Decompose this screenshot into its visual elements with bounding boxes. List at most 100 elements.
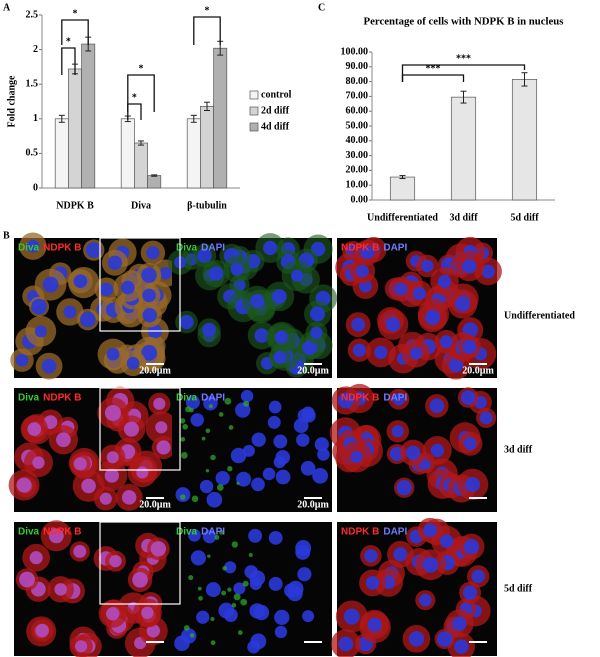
nucleus <box>268 530 283 545</box>
nucleus <box>274 625 288 639</box>
nucleus <box>19 571 35 588</box>
nucleus <box>424 310 441 326</box>
green-signal <box>191 495 199 503</box>
bar <box>200 105 214 189</box>
significance-bracket <box>401 64 526 82</box>
y-tick-label: 0.00 <box>351 194 369 205</box>
nucleus <box>16 477 32 493</box>
nucleus <box>352 343 366 357</box>
bar <box>389 176 416 201</box>
legend-label: 4d diff <box>261 121 290 132</box>
nucleus <box>391 425 404 438</box>
channel-label: DAPI <box>383 243 407 254</box>
significance-label: *** <box>456 53 471 64</box>
nucleus <box>437 274 452 289</box>
nucleus <box>413 287 427 301</box>
nucleus <box>343 608 360 625</box>
nucleus <box>463 538 480 555</box>
bar <box>134 142 148 189</box>
nucleus <box>419 593 432 607</box>
nucleus <box>350 450 363 463</box>
channel-label: Diva <box>176 393 198 404</box>
nucleus <box>250 293 265 309</box>
y-tick-label: 2 <box>33 44 38 55</box>
legend-label: 2d diff <box>261 105 290 116</box>
nucleus <box>75 640 88 653</box>
nucleus <box>337 392 354 409</box>
nucleus <box>29 551 43 565</box>
green-signal <box>185 406 192 413</box>
y-tick-label: 0.5 <box>26 148 39 159</box>
nucleus <box>430 443 445 458</box>
green-signal <box>218 412 224 417</box>
nucleus <box>31 298 47 315</box>
nucleus <box>273 434 288 449</box>
green-signal <box>180 436 186 442</box>
nucleus <box>159 266 172 280</box>
green-signal <box>183 625 190 631</box>
nucleus <box>465 476 481 492</box>
nucleus <box>272 289 287 304</box>
green-signal <box>210 616 215 622</box>
nucleus <box>248 528 263 543</box>
channel-label: DAPI <box>201 393 225 404</box>
y-tick-label: 30.00 <box>346 150 369 161</box>
nucleus <box>206 491 223 508</box>
y-tick-label: 100.00 <box>341 46 369 57</box>
nucleus <box>463 437 477 451</box>
bar <box>186 118 201 189</box>
nucleus <box>423 523 437 538</box>
nucleus <box>273 350 287 364</box>
nucleus <box>233 582 246 595</box>
significance-label: * <box>132 92 137 103</box>
y-tick-label: 0 <box>33 182 38 193</box>
nucleus <box>460 390 476 405</box>
nucleus <box>123 421 139 437</box>
nucleus <box>263 240 278 256</box>
nucleus <box>35 623 49 638</box>
nucleus <box>146 624 160 638</box>
bar <box>120 118 135 189</box>
legend-swatch <box>249 90 259 100</box>
green-signal <box>205 428 211 434</box>
nucleus <box>196 610 210 624</box>
nucleus <box>420 259 434 273</box>
nucleus <box>314 437 329 452</box>
panel-label: C <box>318 2 325 13</box>
channel-label: NDPK B <box>341 243 379 254</box>
nucleus <box>230 447 247 464</box>
nucleus <box>104 404 121 421</box>
legend-swatch <box>249 122 259 132</box>
nucleus <box>132 571 148 588</box>
nucleus <box>150 541 167 557</box>
nucleus <box>273 456 286 469</box>
nucleus <box>188 528 201 542</box>
nucleus <box>155 421 168 434</box>
nucleus <box>85 242 102 258</box>
nucleus <box>244 565 258 579</box>
nucleus <box>181 628 197 644</box>
x-tick-label: Undifferentiated <box>367 212 438 223</box>
nucleus <box>454 639 469 654</box>
nucleus <box>146 246 160 260</box>
green-signal <box>207 554 211 558</box>
green-signal <box>219 529 224 535</box>
nucleus <box>274 330 288 344</box>
nucleus <box>462 258 477 274</box>
green-signal <box>208 404 213 409</box>
nucleus <box>208 266 224 281</box>
significance-label: * <box>139 63 144 74</box>
green-signal <box>221 590 227 596</box>
nucleus <box>251 432 266 447</box>
nucleus <box>185 395 200 410</box>
significance-label: *** <box>426 63 441 74</box>
green-signal <box>205 469 210 473</box>
nucleus <box>297 567 312 582</box>
nucleus <box>120 280 135 295</box>
nucleus <box>317 448 330 461</box>
nucleus <box>439 335 453 349</box>
green-signal <box>236 481 240 485</box>
nucleus <box>454 296 471 312</box>
channel-label: DAPI <box>383 393 407 404</box>
